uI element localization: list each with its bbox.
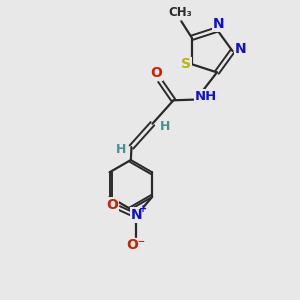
Text: H: H xyxy=(160,120,170,133)
Text: N: N xyxy=(235,43,247,56)
Text: N: N xyxy=(130,208,142,222)
Text: S: S xyxy=(182,57,191,71)
Text: NH: NH xyxy=(194,90,217,103)
Text: N: N xyxy=(213,17,224,31)
Text: H: H xyxy=(116,143,126,156)
Text: O: O xyxy=(106,198,119,212)
Text: O⁻: O⁻ xyxy=(127,238,146,253)
Text: CH₃: CH₃ xyxy=(168,6,192,20)
Text: O: O xyxy=(150,66,162,80)
Text: +: + xyxy=(139,204,147,214)
